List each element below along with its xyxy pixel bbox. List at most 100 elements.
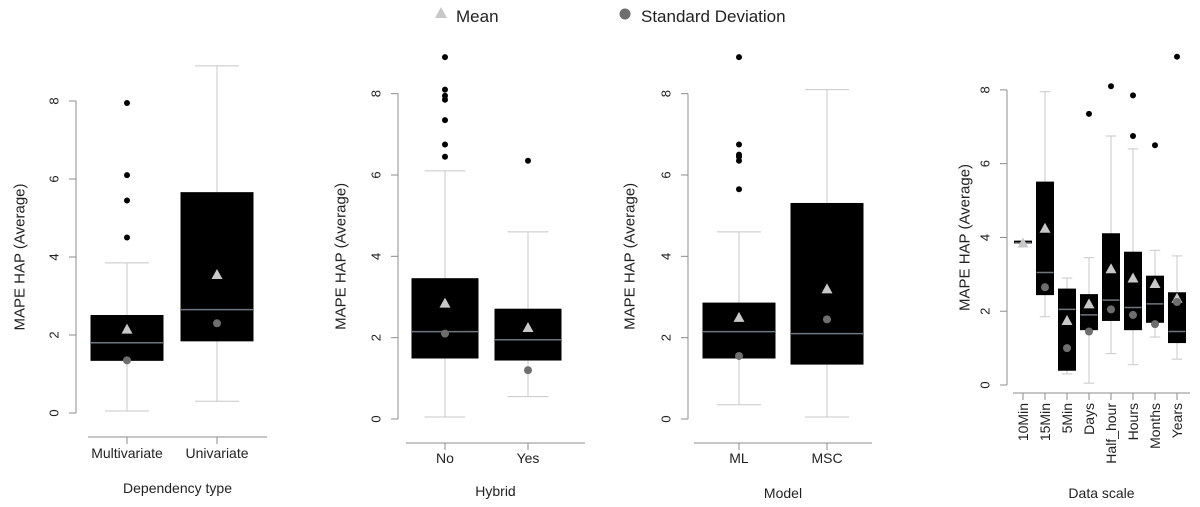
y-tick-label: 6 bbox=[369, 171, 384, 178]
box-iqr bbox=[790, 202, 864, 365]
x-tick-label: 10Min bbox=[1015, 403, 1031, 441]
box-Hours bbox=[1124, 92, 1142, 366]
mean-marker bbox=[1017, 237, 1029, 248]
y-tick-label: 6 bbox=[47, 175, 62, 182]
mean-marker bbox=[1105, 263, 1117, 274]
panels: 0 2 4 6 8 MAPE HAP (Average) Multivariate Univa… bbox=[12, 53, 1190, 501]
box-5Min bbox=[1058, 277, 1076, 375]
mean-marker bbox=[1149, 278, 1161, 289]
x-tick-label: Half_hour bbox=[1103, 403, 1119, 464]
outlier-point bbox=[442, 117, 448, 124]
y-tick-label: 0 bbox=[978, 381, 993, 388]
outlier-point bbox=[1130, 133, 1136, 139]
box-MSC bbox=[790, 89, 864, 418]
outlier-point bbox=[736, 54, 742, 61]
sd-marker bbox=[1129, 310, 1137, 319]
panel-4: 0 2 4 6 8 MAPE HAP (Average) 10Min 15Min 5Min Day… bbox=[957, 53, 1190, 501]
outlier-point bbox=[124, 197, 130, 204]
y-tick-label: 2 bbox=[47, 331, 62, 338]
box-iqr bbox=[1168, 292, 1186, 344]
x-axis-label: Dependency type bbox=[123, 480, 232, 496]
y-axis-label: MAPE HAP (Average) bbox=[622, 183, 639, 330]
y-tick-label: 4 bbox=[47, 253, 62, 260]
box-Multivariate bbox=[90, 99, 164, 412]
x-axis-label: Data scale bbox=[1068, 485, 1134, 501]
outlier-point bbox=[442, 86, 448, 93]
legend: Mean Standard Deviation bbox=[435, 7, 786, 26]
y-tick-label: 6 bbox=[659, 171, 674, 178]
x-tick-label: Months bbox=[1147, 403, 1163, 449]
mean-marker bbox=[821, 283, 833, 294]
box-10Min bbox=[1014, 237, 1032, 248]
y-axis-label: MAPE HAP (Average) bbox=[957, 164, 974, 311]
panel-3: 0 2 4 6 8 MAPE HAP (Average) ML MSC Model bbox=[622, 54, 872, 501]
legend-sd-label: Standard Deviation bbox=[641, 7, 786, 26]
box-Months bbox=[1146, 142, 1164, 338]
outlier-point bbox=[736, 186, 742, 193]
box-No bbox=[411, 54, 479, 418]
box-iqr bbox=[1036, 181, 1054, 296]
outlier-point bbox=[124, 172, 130, 179]
mean-marker bbox=[522, 322, 534, 332]
sd-marker bbox=[213, 319, 221, 328]
sd-marker bbox=[1151, 320, 1159, 329]
y-tick-label: 2 bbox=[978, 308, 993, 315]
y-axis-label: MAPE HAP (Average) bbox=[12, 183, 29, 330]
sd-marker bbox=[524, 366, 532, 375]
outlier-point bbox=[442, 141, 448, 148]
outlier-point bbox=[736, 141, 742, 148]
outlier-point bbox=[736, 151, 742, 158]
panel-1: 0 2 4 6 8 MAPE HAP (Average) Multivariate Univa… bbox=[12, 65, 267, 496]
box-Univariate bbox=[180, 65, 254, 402]
legend-mean-label: Mean bbox=[456, 7, 499, 26]
x-tick-label: 15Min bbox=[1037, 403, 1053, 441]
box-15Min bbox=[1036, 91, 1054, 318]
outlier-point bbox=[442, 92, 448, 99]
x-tick-label: Multivariate bbox=[91, 445, 163, 461]
x-tick-label: ML bbox=[729, 450, 749, 466]
outlier-point bbox=[124, 234, 130, 241]
mean-marker bbox=[211, 269, 223, 280]
box-iqr bbox=[1124, 251, 1142, 331]
outlier-point bbox=[1108, 83, 1114, 90]
box-iqr bbox=[494, 308, 562, 361]
x-tick-label: No bbox=[436, 450, 454, 466]
outlier-point bbox=[124, 99, 130, 106]
sd-marker bbox=[823, 315, 831, 324]
mean-marker bbox=[1039, 222, 1051, 233]
y-tick-label: 4 bbox=[659, 253, 674, 260]
box-iqr bbox=[411, 278, 479, 359]
sd-marker bbox=[1063, 344, 1071, 353]
x-tick-label: Years bbox=[1169, 403, 1185, 438]
y-tick-label: 8 bbox=[47, 97, 62, 104]
y-tick-label: 2 bbox=[369, 334, 384, 341]
sd-marker bbox=[1107, 305, 1115, 314]
sd-marker bbox=[735, 351, 743, 360]
x-axis-label: Model bbox=[764, 485, 802, 501]
y-tick-label: 4 bbox=[978, 234, 993, 241]
panel-2: 0 2 4 6 8 MAPE HAP (Average) No Yes Hybrid bbox=[333, 54, 585, 499]
sd-marker bbox=[1085, 327, 1093, 336]
x-tick-label: MSC bbox=[811, 450, 842, 466]
outlier-point bbox=[1174, 53, 1180, 60]
box-iqr bbox=[90, 315, 164, 361]
y-tick-label: 8 bbox=[978, 86, 993, 93]
box-Days bbox=[1080, 110, 1098, 384]
box-iqr bbox=[1058, 288, 1076, 371]
mean-marker bbox=[121, 323, 133, 334]
x-tick-label: Univariate bbox=[185, 445, 248, 461]
y-tick-label: 0 bbox=[369, 415, 384, 422]
y-tick-label: 2 bbox=[659, 334, 674, 341]
outlier-point bbox=[442, 153, 448, 160]
box-iqr bbox=[1102, 233, 1120, 321]
box-Half_hour bbox=[1102, 83, 1120, 355]
y-tick-label: 4 bbox=[369, 253, 384, 260]
mean-marker bbox=[439, 297, 451, 308]
y-axis-label: MAPE HAP (Average) bbox=[333, 183, 350, 330]
sd-marker bbox=[123, 356, 131, 365]
box-ML bbox=[702, 54, 776, 406]
y-tick-label: 6 bbox=[978, 160, 993, 167]
outlier-point bbox=[442, 54, 448, 61]
x-tick-label: Yes bbox=[517, 450, 540, 466]
